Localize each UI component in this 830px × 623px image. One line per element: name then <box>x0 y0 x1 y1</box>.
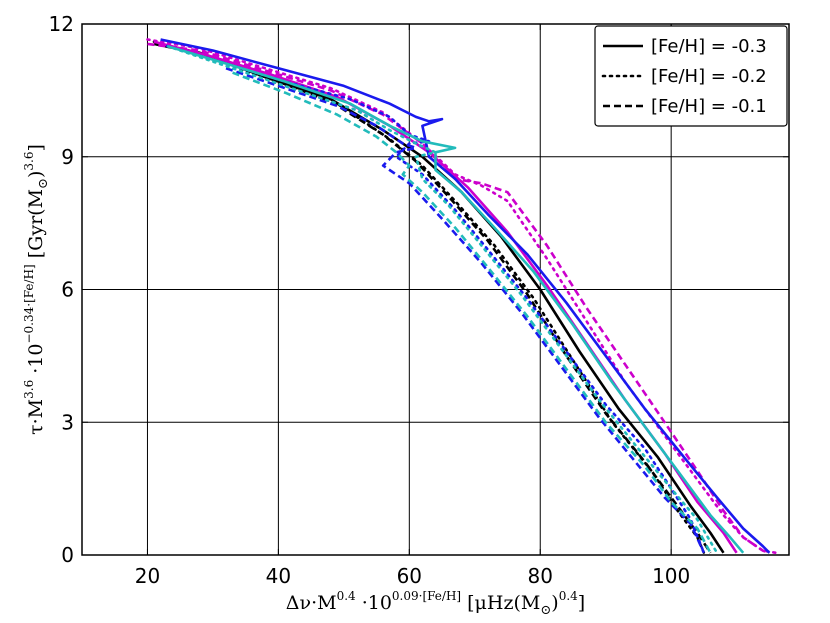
legend-label: [Fe/H] = -0.1 <box>651 96 767 117</box>
legend-label: [Fe/H] = -0.2 <box>651 66 767 87</box>
series-line-4 <box>153 40 738 554</box>
x-axis-label: Δν·M0.4 ·100.09·[Fe/H] [μHz(M⊙)0.4] <box>286 589 585 618</box>
series-line-5 <box>146 38 778 555</box>
x-tick-label: 100 <box>652 564 690 588</box>
series-line-3 <box>153 42 712 554</box>
x-tick-label: 80 <box>528 564 553 588</box>
y-tick-label: 3 <box>61 410 74 434</box>
series-line-8 <box>165 44 706 555</box>
y-tick-label: 12 <box>49 12 74 36</box>
ticks: 20 40 60 80 100 0 3 6 9 12 <box>49 12 789 588</box>
x-tick-label: 60 <box>397 564 422 588</box>
series-line-10 <box>166 44 745 554</box>
series-lines <box>146 38 778 555</box>
y-axis-label: τ·M3.6 ·10−0.34·[Fe/H] [Gyr(M⊙)3.6] <box>22 144 51 435</box>
series-line-9 <box>225 67 706 554</box>
legend: [Fe/H] = -0.3 [Fe/H] = -0.2 [Fe/H] = -0.1 <box>594 25 788 127</box>
x-tick-label: 40 <box>266 564 291 588</box>
series-line-11 <box>172 47 719 555</box>
x-tick-label: 20 <box>135 564 160 588</box>
y-tick-label: 0 <box>61 543 74 567</box>
y-tick-label: 9 <box>61 145 74 169</box>
series-line-6 <box>147 42 770 555</box>
series-line-7 <box>160 38 771 554</box>
series-line-12 <box>232 71 712 554</box>
legend-box <box>594 25 788 127</box>
legend-label: [Fe/H] = -0.3 <box>651 36 767 57</box>
y-tick-label: 6 <box>61 278 74 302</box>
